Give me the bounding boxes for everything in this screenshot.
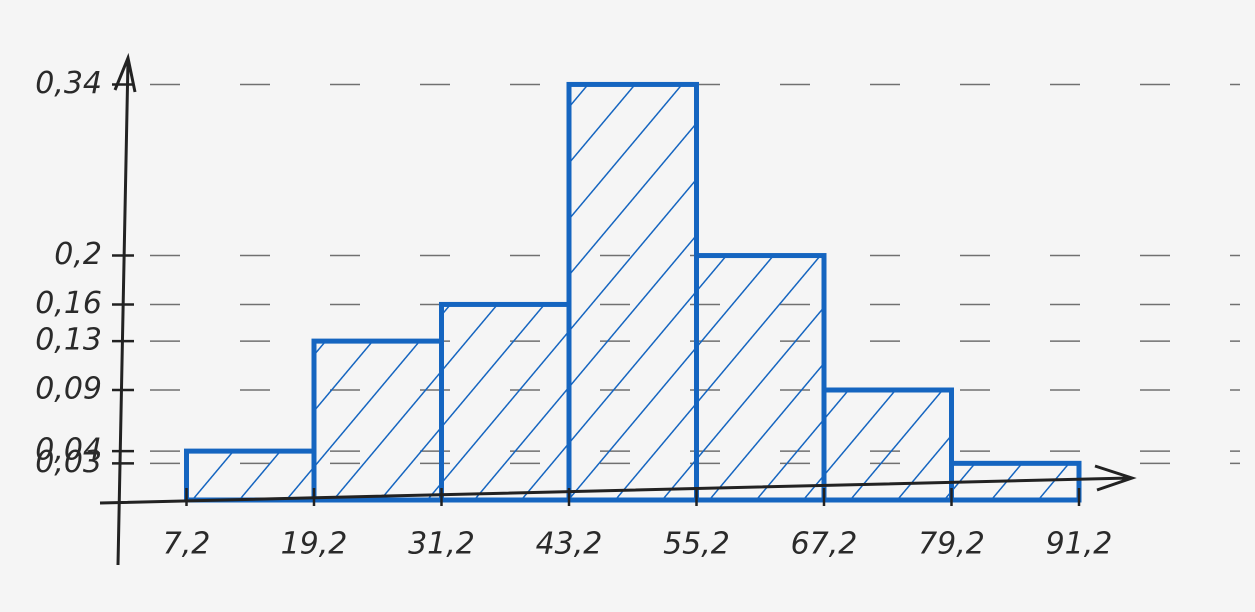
y-axis bbox=[113, 52, 137, 566]
y-tick-label: 0,13 bbox=[35, 323, 102, 358]
bar bbox=[184, 448, 317, 503]
y-tick-label: 0,04 bbox=[35, 433, 102, 468]
bar bbox=[566, 81, 699, 503]
bar bbox=[439, 301, 572, 503]
x-tick-label: 55,2 bbox=[663, 527, 730, 562]
y-tick-label: 0,2 bbox=[54, 237, 102, 272]
labels: 0,030,04 0,09 0,130,16 0,2 0,34 7,2 19,2 31,2 43… bbox=[35, 66, 1112, 562]
axes bbox=[99, 52, 1137, 566]
y-tick-label: 0,09 bbox=[35, 372, 102, 407]
y-tick-label: 0,34 bbox=[35, 66, 102, 101]
x-tick-label: 91,2 bbox=[1046, 527, 1113, 562]
x-axis bbox=[99, 464, 1137, 505]
x-tick-label: 79,2 bbox=[918, 527, 985, 562]
y-tick-label: 0,03 bbox=[35, 445, 102, 480]
bar bbox=[694, 253, 827, 503]
x-tick-label: 7,2 bbox=[163, 527, 211, 562]
x-tick-label: 43,2 bbox=[536, 527, 603, 562]
y-tick-label: 0,16 bbox=[35, 286, 102, 321]
bar bbox=[311, 338, 444, 503]
x-tick-label: 31,2 bbox=[408, 527, 475, 562]
x-tick-label: 67,2 bbox=[791, 527, 858, 562]
x-tick-label: 19,2 bbox=[281, 527, 348, 562]
bars bbox=[184, 81, 1082, 503]
